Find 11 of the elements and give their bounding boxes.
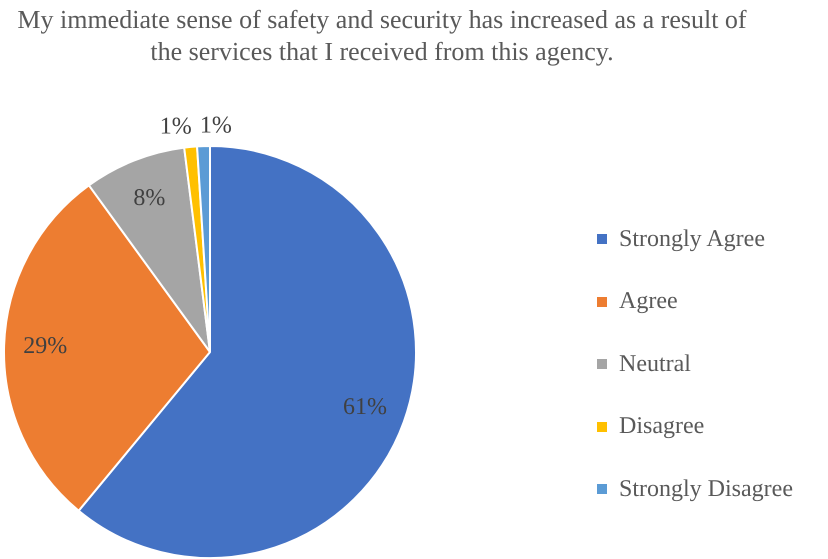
legend-label: Disagree [619, 413, 704, 440]
data-label: 1% [160, 113, 192, 140]
data-label: 29% [23, 333, 68, 360]
data-label: 61% [343, 394, 388, 420]
legend-label: Neutral [619, 350, 691, 378]
legend-label: Strongly Disagree [619, 476, 793, 503]
chart-title: My immediate sense of safety and security has increased as a result of the services that I received from this agency. [16, 4, 748, 68]
legend-label: Agree [619, 288, 678, 316]
data-label: 8% [133, 185, 166, 212]
data-label: 1% [200, 112, 232, 138]
legend-label: Strongly Agree [619, 226, 765, 253]
